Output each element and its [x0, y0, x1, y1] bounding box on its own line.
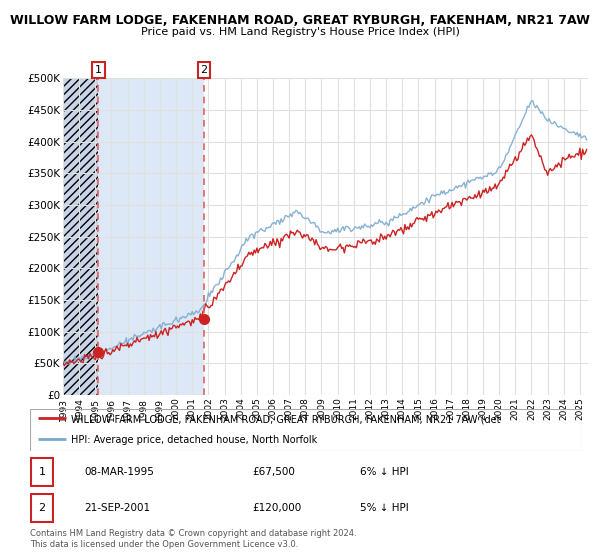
Bar [98, 78, 204, 395]
Text: WILLOW FARM LODGE, FAKENHAM ROAD, GREAT RYBURGH, FAKENHAM, NR21 7AW: WILLOW FARM LODGE, FAKENHAM ROAD, GREAT … [10, 14, 590, 27]
Text: 2: 2 [200, 65, 208, 75]
Text: 5% ↓ HPI: 5% ↓ HPI [360, 503, 409, 513]
Text: 6% ↓ HPI: 6% ↓ HPI [360, 467, 409, 477]
Text: 2: 2 [38, 503, 46, 513]
Bar [63, 78, 98, 395]
Text: WILLOW FARM LODGE, FAKENHAM ROAD, GREAT RYBURGH, FAKENHAM, NR21 7AW (det: WILLOW FARM LODGE, FAKENHAM ROAD, GREAT … [71, 414, 501, 424]
Text: 21-SEP-2001: 21-SEP-2001 [84, 503, 150, 513]
Text: 1: 1 [95, 65, 102, 75]
Text: £120,000: £120,000 [252, 503, 301, 513]
Text: 08-MAR-1995: 08-MAR-1995 [84, 467, 154, 477]
Text: 1: 1 [38, 467, 46, 477]
Text: HPI: Average price, detached house, North Norfolk: HPI: Average price, detached house, Nort… [71, 435, 317, 445]
Text: Price paid vs. HM Land Registry's House Price Index (HPI): Price paid vs. HM Land Registry's House … [140, 27, 460, 37]
Text: Contains HM Land Registry data © Crown copyright and database right 2024.
This d: Contains HM Land Registry data © Crown c… [30, 529, 356, 549]
Text: £67,500: £67,500 [252, 467, 295, 477]
